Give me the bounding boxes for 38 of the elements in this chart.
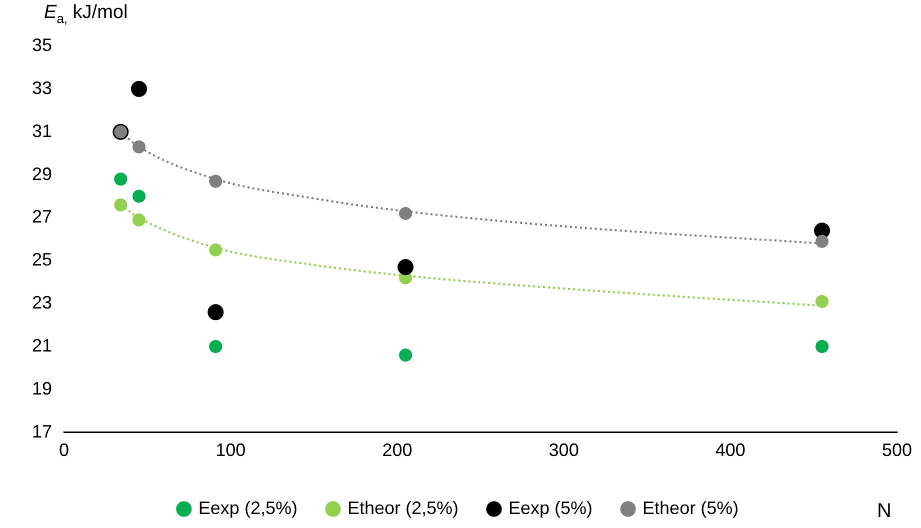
y-tick-label: 31 [32, 120, 52, 141]
x-tick-label: 0 [59, 440, 70, 460]
point [132, 140, 146, 154]
y-tick-label: 17 [32, 421, 52, 442]
legend-label: Eexp (5%) [508, 498, 593, 518]
legend-label: Etheor (2,5%) [347, 498, 459, 518]
y-tick-label: 33 [32, 78, 52, 98]
point [398, 259, 414, 276]
point [114, 198, 128, 212]
x-tick-label: 400 [715, 440, 746, 460]
point [816, 234, 829, 248]
point [132, 213, 146, 226]
point [209, 340, 222, 354]
x-tick-label: 300 [548, 440, 579, 460]
point [132, 190, 146, 203]
y-tick-label: 23 [32, 292, 52, 313]
point [399, 348, 412, 362]
point [816, 294, 829, 308]
legend-label: Etheor (5%) [642, 498, 739, 518]
y-tick-label: 35 [32, 34, 52, 55]
point [130, 80, 147, 97]
y-tick-label: 25 [32, 250, 52, 270]
x-tick-label: 100 [216, 440, 246, 460]
y-tick-label: 29 [32, 164, 52, 184]
legend-label: Eexp (2,5%) [198, 498, 298, 518]
x-tick-label: 500 [882, 440, 912, 460]
point [209, 174, 222, 188]
x-tick-label: 200 [382, 440, 412, 460]
point [209, 243, 222, 256]
point [399, 206, 412, 220]
x-axis-title: N [877, 500, 892, 523]
point [114, 172, 128, 186]
y-tick-label: 19 [32, 378, 52, 398]
point [816, 340, 829, 354]
y-tick-label: 27 [32, 206, 52, 227]
y-axis-title: E$_{a,}$ kJ/mol [44, 2, 128, 26]
y-tick-label: 21 [32, 336, 52, 356]
point [208, 304, 224, 320]
